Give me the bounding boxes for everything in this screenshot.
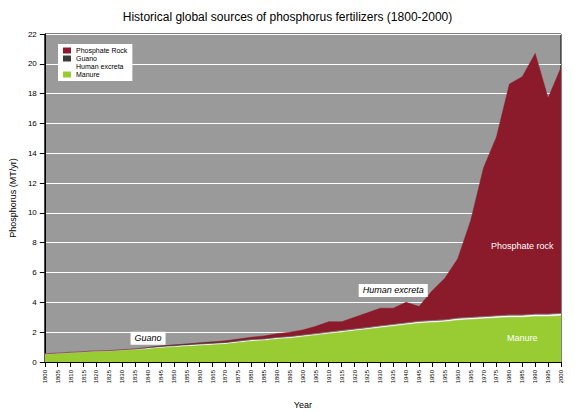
svg-text:1875: 1875 <box>235 369 241 383</box>
svg-text:1860: 1860 <box>197 369 203 383</box>
svg-text:1895: 1895 <box>287 369 293 383</box>
svg-text:18: 18 <box>28 89 37 98</box>
svg-text:1965: 1965 <box>468 369 474 383</box>
svg-text:Phosphate Rock: Phosphate Rock <box>76 47 128 55</box>
svg-text:1990: 1990 <box>532 369 538 383</box>
svg-text:10: 10 <box>28 208 37 217</box>
svg-text:Manure: Manure <box>76 71 100 78</box>
svg-text:6: 6 <box>32 268 37 277</box>
svg-text:1885: 1885 <box>261 369 267 383</box>
svg-text:Phosphate rock: Phosphate rock <box>491 241 554 251</box>
svg-text:Guano: Guano <box>76 55 97 62</box>
svg-text:1820: 1820 <box>93 369 99 383</box>
svg-text:22: 22 <box>28 30 37 39</box>
svg-text:Human excreta: Human excreta <box>76 63 124 70</box>
svg-text:1850: 1850 <box>171 369 177 383</box>
svg-text:1910: 1910 <box>326 369 332 383</box>
svg-text:14: 14 <box>28 149 37 158</box>
svg-text:1950: 1950 <box>429 369 435 383</box>
svg-text:1970: 1970 <box>481 369 487 383</box>
svg-text:1925: 1925 <box>364 369 370 383</box>
svg-text:1825: 1825 <box>106 369 112 383</box>
svg-text:16: 16 <box>28 119 37 128</box>
svg-text:1930: 1930 <box>377 369 383 383</box>
svg-text:1955: 1955 <box>442 369 448 383</box>
svg-text:Human excreta: Human excreta <box>363 285 424 295</box>
svg-text:1945: 1945 <box>416 369 422 383</box>
svg-text:12: 12 <box>28 179 37 188</box>
svg-text:Historical global sources of p: Historical global sources of phosphorus … <box>123 10 453 24</box>
svg-text:1805: 1805 <box>55 369 61 383</box>
svg-text:1905: 1905 <box>313 369 319 383</box>
svg-text:1865: 1865 <box>210 369 216 383</box>
svg-text:1995: 1995 <box>545 369 551 383</box>
svg-text:1975: 1975 <box>493 369 499 383</box>
svg-text:1940: 1940 <box>403 369 409 383</box>
svg-text:8: 8 <box>32 238 37 247</box>
svg-text:Year: Year <box>294 400 312 410</box>
svg-text:1815: 1815 <box>81 369 87 383</box>
svg-text:1830: 1830 <box>119 369 125 383</box>
svg-text:1935: 1935 <box>390 369 396 383</box>
svg-text:2000: 2000 <box>558 369 564 383</box>
svg-text:1980: 1980 <box>506 369 512 383</box>
svg-text:1845: 1845 <box>158 369 164 383</box>
svg-text:1915: 1915 <box>339 369 345 383</box>
svg-text:1800: 1800 <box>42 369 48 383</box>
svg-text:1835: 1835 <box>132 369 138 383</box>
svg-text:2: 2 <box>32 328 37 337</box>
svg-text:Phosphorus (MT/yr): Phosphorus (MT/yr) <box>8 158 18 238</box>
svg-text:1890: 1890 <box>274 369 280 383</box>
svg-text:Guano: Guano <box>135 333 162 343</box>
svg-text:1870: 1870 <box>222 369 228 383</box>
svg-text:1840: 1840 <box>145 369 151 383</box>
svg-text:4: 4 <box>32 298 37 307</box>
svg-text:1920: 1920 <box>352 369 358 383</box>
svg-text:1900: 1900 <box>300 369 306 383</box>
svg-text:1810: 1810 <box>68 369 74 383</box>
svg-text:1880: 1880 <box>248 369 254 383</box>
svg-text:Manure: Manure <box>507 333 538 343</box>
svg-text:0: 0 <box>32 358 37 367</box>
svg-text:1960: 1960 <box>455 369 461 383</box>
svg-text:1985: 1985 <box>519 369 525 383</box>
svg-text:20: 20 <box>28 59 37 68</box>
svg-text:1855: 1855 <box>184 369 190 383</box>
